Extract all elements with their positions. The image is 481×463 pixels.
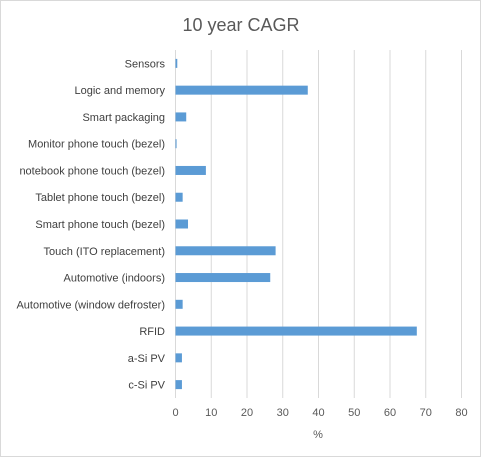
bar bbox=[175, 165, 206, 175]
category-label: Automotive (window defroster) bbox=[16, 299, 165, 311]
x-tick-label: 30 bbox=[277, 407, 289, 419]
bar bbox=[175, 85, 308, 95]
bar bbox=[175, 380, 182, 390]
bar bbox=[175, 192, 183, 202]
x-tick-label: 60 bbox=[384, 407, 396, 419]
category-label: Logic and memory bbox=[75, 85, 166, 97]
x-tick-label: 10 bbox=[205, 407, 217, 419]
bar bbox=[175, 299, 183, 309]
bar bbox=[175, 112, 187, 122]
category-label: Smart phone touch (bezel) bbox=[35, 219, 165, 231]
category-label: c-Si PV bbox=[128, 380, 165, 392]
category-label: Sensors bbox=[125, 58, 166, 70]
category-label: a-Si PV bbox=[128, 353, 166, 365]
category-label: RFID bbox=[139, 326, 165, 338]
category-label: Smart packaging bbox=[82, 112, 165, 124]
bar bbox=[175, 139, 177, 149]
x-tick-label: 0 bbox=[172, 407, 178, 419]
bar bbox=[175, 353, 182, 363]
x-tick-label: 80 bbox=[455, 407, 467, 419]
x-axis-title: % bbox=[313, 429, 323, 441]
category-labels: Sensors Logic and memory Smart packaging Mo… bbox=[16, 58, 165, 391]
category-label: Automotive (indoors) bbox=[64, 273, 166, 285]
chart-title: 10 year CAGR bbox=[182, 15, 299, 35]
bar bbox=[175, 326, 417, 336]
bar bbox=[175, 219, 189, 229]
bar bbox=[175, 246, 276, 256]
x-tick-label: 40 bbox=[312, 407, 324, 419]
x-tick-label: 50 bbox=[348, 407, 360, 419]
x-tick-label: 20 bbox=[241, 407, 253, 419]
bar bbox=[175, 58, 178, 68]
category-label: Monitor phone touch (bezel) bbox=[28, 139, 165, 151]
x-tick-label: 70 bbox=[420, 407, 432, 419]
category-label: notebook phone touch (bezel) bbox=[19, 165, 165, 177]
x-tick-labels: 0 10 20 30 40 50 60 70 80 bbox=[172, 407, 467, 419]
bar bbox=[175, 273, 271, 283]
category-label: Tablet phone touch (bezel) bbox=[35, 192, 165, 204]
bars bbox=[175, 58, 417, 390]
gridlines bbox=[175, 50, 462, 398]
category-label: Touch (ITO replacement) bbox=[44, 246, 165, 258]
